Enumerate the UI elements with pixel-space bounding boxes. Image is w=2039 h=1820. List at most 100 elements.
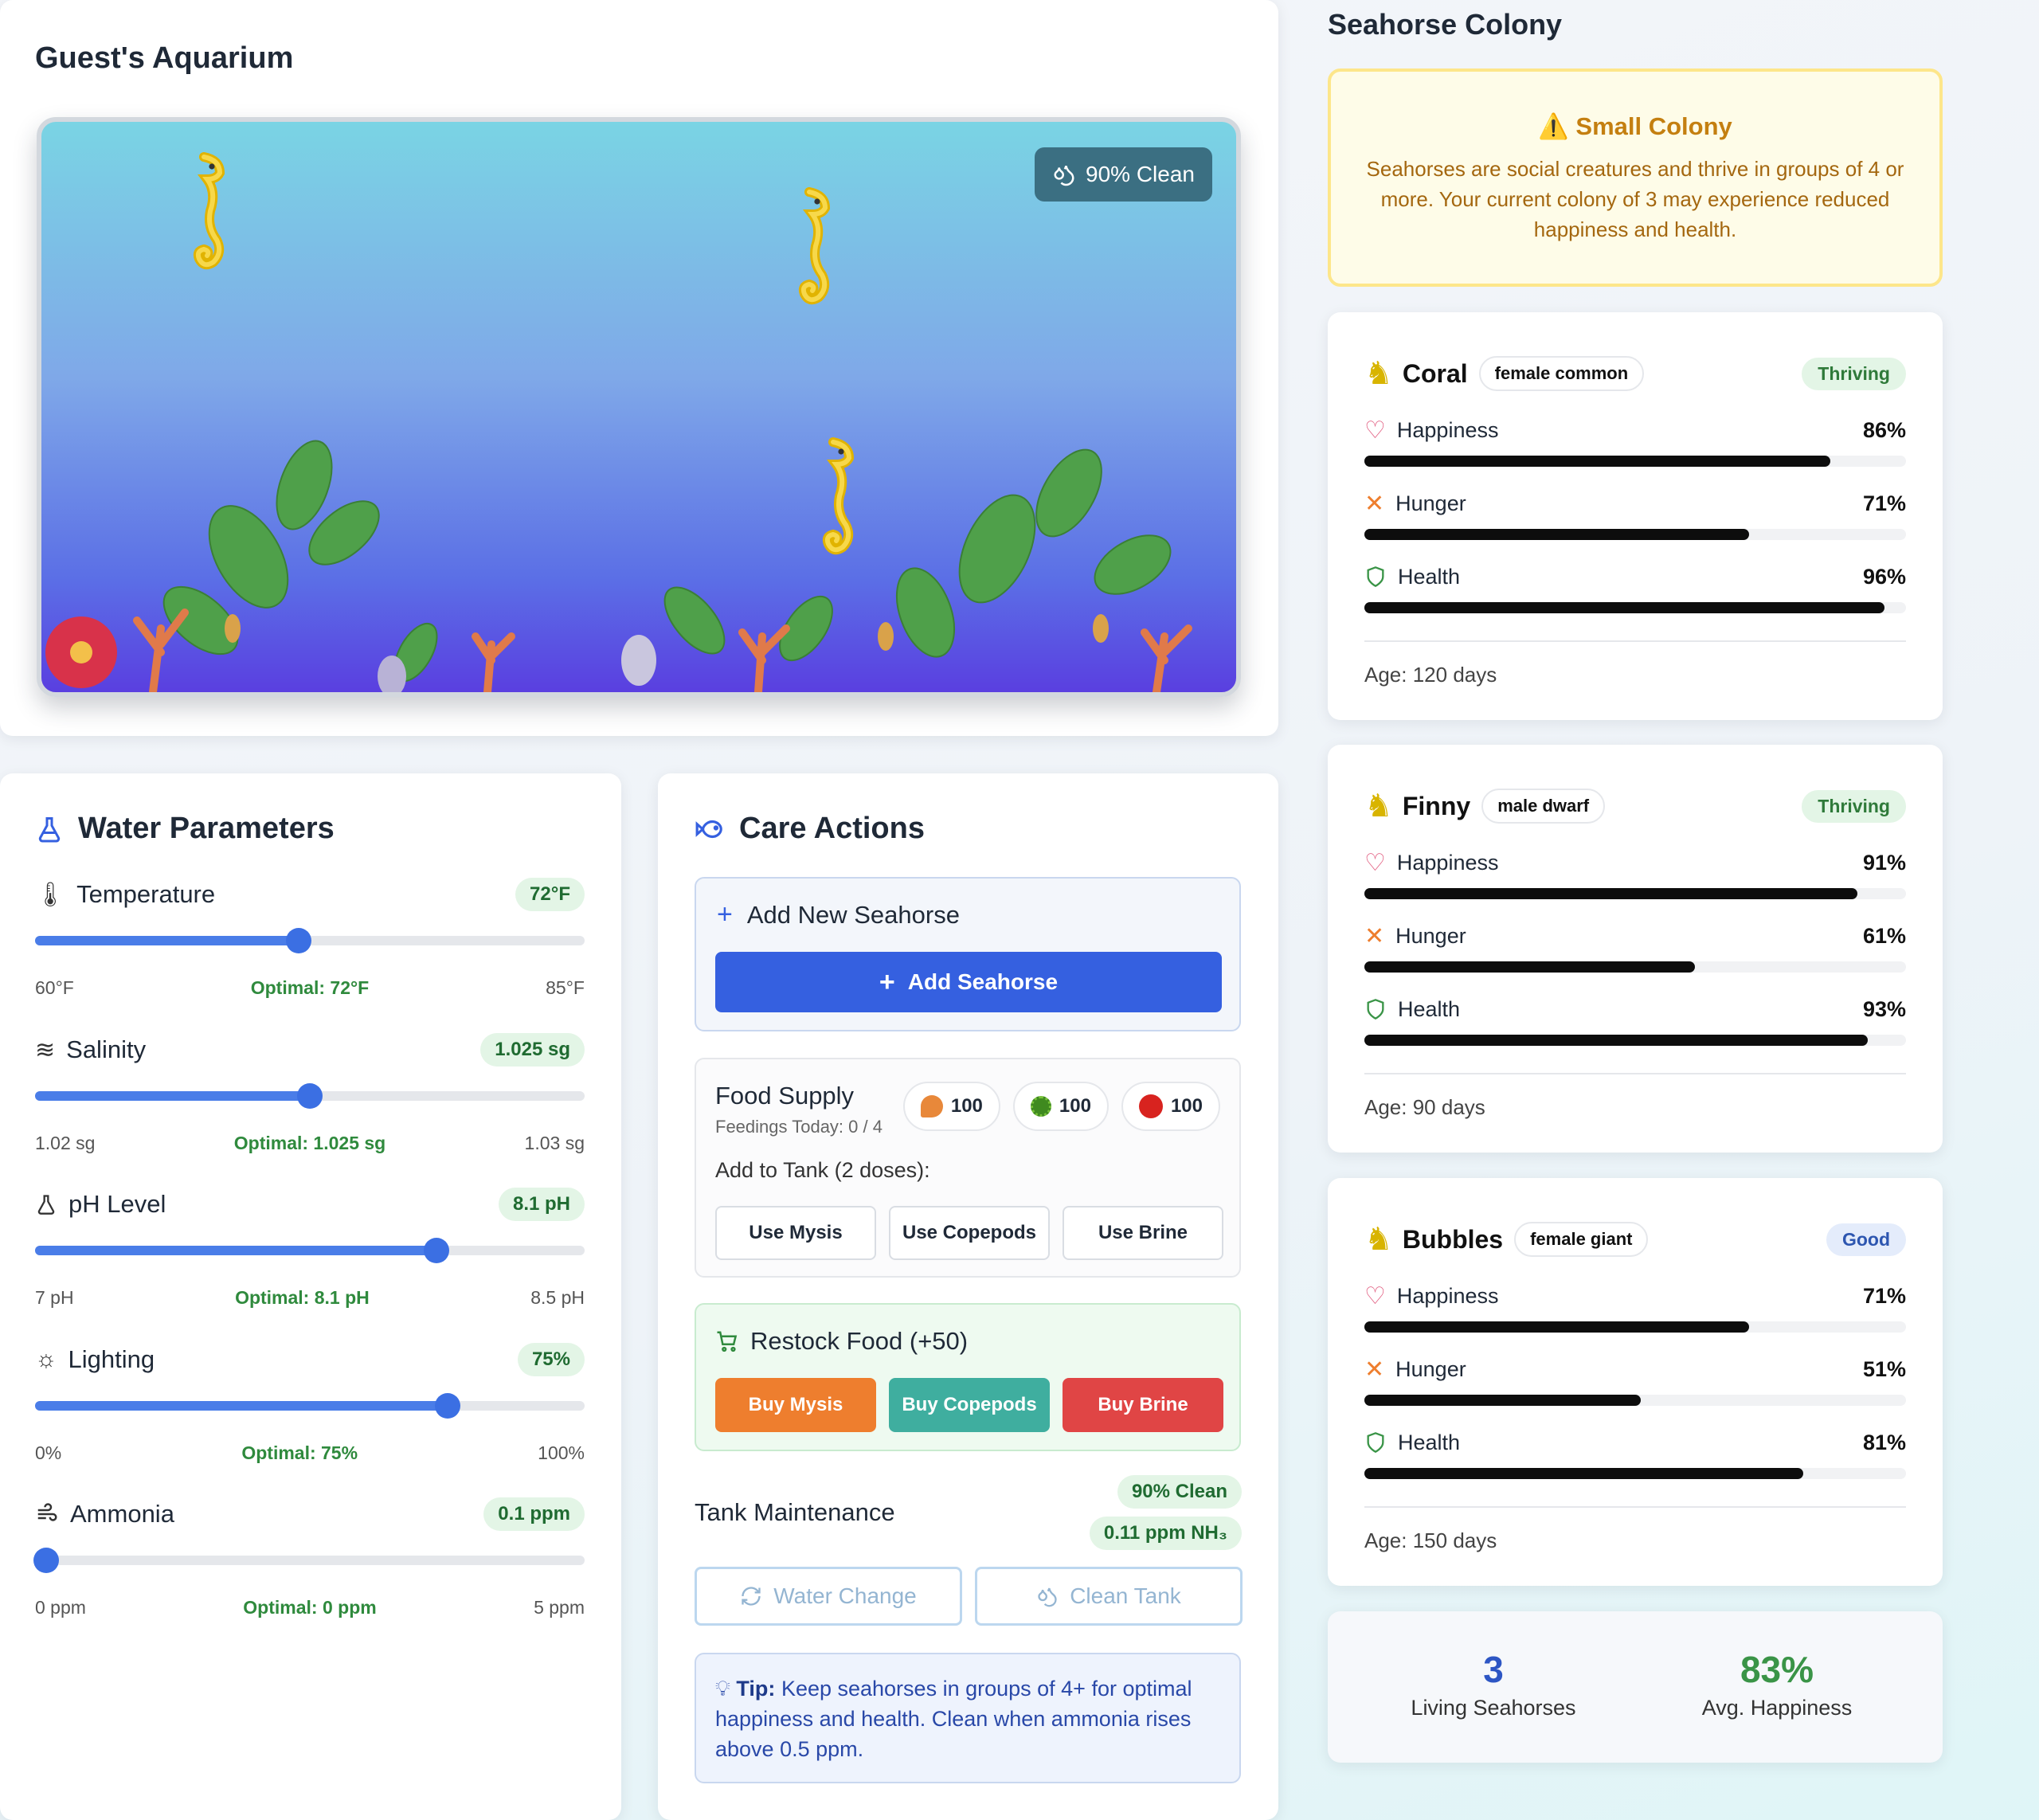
tank-maintenance-title: Tank Maintenance [695,1498,895,1526]
brine-stock: 100 [1121,1082,1220,1131]
seahorse-age: Age: 120 days [1364,663,1497,687]
param-min: 0% [35,1442,62,1463]
water-parameters-panel: Water Parameters 🌡︎ Temperature 72°F 60°F… [0,773,621,1820]
tip-text: Keep seahorses in groups of 4+ for optim… [715,1677,1192,1761]
stat-value: 71% [1862,1283,1906,1308]
restock-section: Restock Food (+50) Buy Mysis Buy Copepod… [695,1303,1241,1451]
ammonia-badge: 0.11 ppm NH₃ [1089,1517,1242,1550]
divider [1364,1073,1906,1074]
refresh-icon [742,1587,761,1606]
seahorse-icon: ♞ [1364,1222,1393,1257]
slider-thumb[interactable] [297,1083,323,1109]
param-lighting: ☼ Lighting 75% 0% Optimal: 75% 100% [35,1343,585,1487]
param-value-badge: 72°F [515,878,585,911]
stat-value: 61% [1862,923,1906,948]
shrimp-icon [920,1095,943,1117]
care-actions-heading: Care Actions [695,812,925,846]
slider-thumb[interactable] [33,1548,59,1573]
param-ammonia: Ammonia 0.1 ppm 0 ppm Optimal: 0 ppm 5 ppm [33,1497,585,1642]
param-name: Ammonia [70,1500,174,1528]
param-value-badge: 75% [517,1343,585,1376]
small-colony-warning: ⚠️ Small Colony Seahorses are social cre… [1328,68,1943,287]
sun-icon: ☼ [35,1346,57,1372]
seahorse-card-finny[interactable]: ♞ Finny male dwarf Thriving ♡ Happiness 91… [1328,745,1943,1153]
ammonia-slider[interactable] [33,1548,585,1573]
red-circle-icon [1138,1094,1163,1118]
buy-mysis-button[interactable]: Buy Mysis [715,1378,876,1432]
slider-thumb[interactable] [286,928,312,953]
use-brine-button[interactable]: Use Brine [1063,1206,1223,1260]
param-value-badge: 8.1 pH [498,1188,585,1221]
ph-slider[interactable] [35,1238,585,1263]
waves-icon: ≋ [35,1036,56,1063]
param-max: 1.03 sg [524,1133,585,1153]
colony-title: Seahorse Colony [1328,8,1563,41]
param-ph: pH Level 8.1 pH 7 pH Optimal: 8.1 pH 8.5 p… [35,1188,585,1332]
aquarium-title: Guest's Aquarium [35,41,294,75]
living-count: 3 [1483,1649,1504,1690]
health-stat: Health 81% [1364,1427,1906,1482]
seahorse-sprite-coral[interactable] [169,151,233,278]
seahorse-sprite-bubbles[interactable] [798,436,862,563]
temperature-slider[interactable] [35,928,585,953]
stat-value: 93% [1862,996,1906,1021]
divider [1364,1506,1906,1508]
lighting-slider[interactable] [35,1393,585,1419]
droplets-icon [1038,1587,1057,1607]
stat-value: 91% [1862,850,1906,875]
heart-icon: ♡ [1364,1282,1386,1309]
add-seahorse-button[interactable]: + Add Seahorse [715,952,1222,1012]
shield-icon [1367,999,1384,1020]
param-temperature: 🌡︎ Temperature 72°F 60°F Optimal: 72°F 85°F [35,878,585,1022]
droplet-icon [1054,166,1074,186]
seahorse-type: male dwarf [1481,789,1606,824]
param-max: 85°F [546,977,585,998]
warning-title: ⚠️ Small Colony [1538,112,1732,140]
seahorse-card-bubbles[interactable]: ♞ Bubbles female giant Good ♡ Happiness 71… [1328,1178,1943,1586]
happiness-stat: ♡ Happiness 71% [1364,1280,1906,1336]
water-change-button[interactable]: Water Change [695,1567,962,1626]
hunger-stat: ✕ Hunger 51% [1364,1353,1906,1409]
cart-icon [717,1331,738,1352]
add-seahorse-section: + Add New Seahorse + Add Seahorse [695,877,1241,1031]
mysis-stock: 100 [902,1082,1000,1131]
param-min: 60°F [35,977,74,998]
divider [1364,640,1906,642]
avg-happiness-stat: 83% Avg. Happiness [1657,1648,1896,1720]
param-optimal: Optimal: 1.025 sg [233,1133,386,1153]
shield-icon [1367,1432,1384,1453]
food-supply-title: Food Supply [715,1082,855,1110]
lightbulb-icon: 💡︎ [715,1677,730,1701]
plus-icon: + [717,899,733,930]
clean-tank-button[interactable]: Clean Tank [975,1567,1243,1626]
buy-brine-button[interactable]: Buy Brine [1063,1378,1223,1432]
avg-happiness-value: 83% [1740,1649,1814,1690]
happiness-stat: ♡ Happiness 91% [1364,847,1906,902]
param-max: 100% [538,1442,585,1463]
flask-icon [37,1195,55,1215]
slider-thumb[interactable] [434,1393,460,1419]
warning-text: Seahorses are social creatures and thriv… [1366,157,1904,241]
seahorse-icon: ♞ [1364,356,1393,391]
mysis-count: 100 [950,1095,983,1117]
stat-value: 96% [1862,564,1906,589]
stat-label: Happiness [1396,417,1499,442]
stat-value: 86% [1862,417,1906,442]
salinity-slider[interactable] [35,1083,585,1109]
seahorse-sprite-finny[interactable] [774,186,838,313]
utensils-crossed-icon: ✕ [1364,490,1385,517]
aquarium-plants [45,440,1192,692]
use-mysis-button[interactable]: Use Mysis [715,1206,876,1260]
health-stat: Health 93% [1364,993,1906,1049]
param-value-badge: 1.025 sg [480,1033,585,1067]
slider-thumb[interactable] [423,1238,449,1263]
copepods-stock: 100 [1012,1082,1109,1131]
stat-label: Hunger [1395,491,1466,515]
param-min: 1.02 sg [35,1133,96,1153]
add-seahorse-label: Add Seahorse [907,969,1059,994]
aquarium-panel: Guest's Aquarium 90% Clean [0,0,1278,736]
water-parameters-heading: Water Parameters [35,812,335,846]
seahorse-card-coral[interactable]: ♞ Coral female common Thriving ♡ Happines… [1328,312,1943,720]
buy-copepods-button[interactable]: Buy Copepods [889,1378,1050,1432]
use-copepods-button[interactable]: Use Copepods [889,1206,1050,1260]
